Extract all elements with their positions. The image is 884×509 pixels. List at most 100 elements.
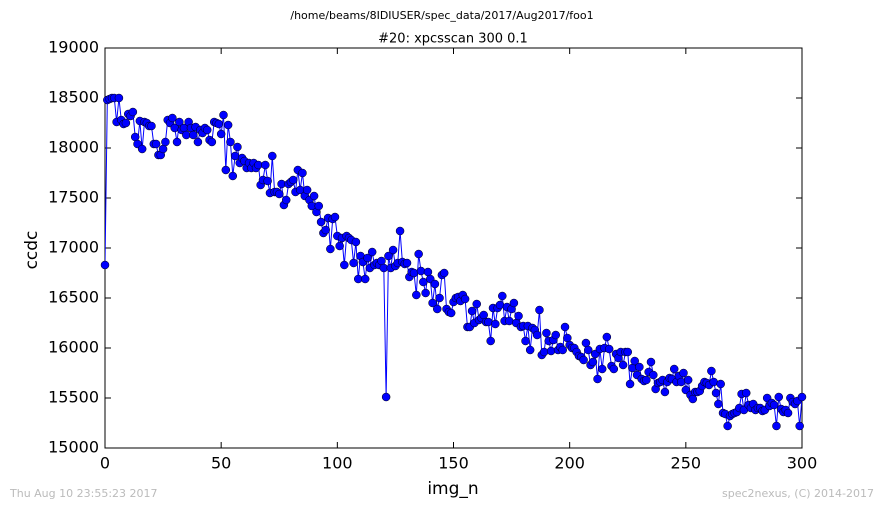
data-point: [172, 137, 182, 147]
data-point: [439, 268, 449, 278]
data-point: [588, 357, 598, 367]
data-point: [430, 279, 440, 289]
data-point: [351, 237, 361, 247]
y-tick-label: 18500: [48, 88, 99, 107]
data-point: [288, 175, 298, 185]
data-point: [460, 294, 470, 304]
data-point: [402, 258, 412, 268]
data-point: [683, 375, 693, 385]
x-tick-label: 300: [787, 454, 818, 473]
data-point: [774, 392, 784, 402]
y-tick-label: 19000: [48, 38, 99, 57]
data-point: [268, 151, 277, 161]
data-point: [498, 291, 507, 301]
data-point: [309, 191, 319, 201]
data-point: [412, 290, 421, 300]
x-tick-label: 50: [211, 454, 231, 473]
data-point: [597, 364, 607, 374]
data-point: [340, 260, 349, 270]
data-point: [716, 379, 725, 389]
data-point: [679, 368, 688, 378]
data-point: [558, 345, 567, 355]
data-point: [539, 347, 549, 357]
data-point: [316, 217, 326, 227]
data-point: [330, 212, 340, 222]
data-point: [128, 107, 138, 117]
data-point: [797, 392, 807, 402]
data-point: [151, 139, 161, 149]
data-point: [525, 345, 535, 355]
data-point: [602, 332, 612, 342]
data-point: [630, 356, 639, 366]
chart-title: #20: xpcsscan 300 0.1: [378, 32, 528, 47]
data-point: [551, 330, 560, 340]
data-point: [193, 137, 203, 147]
data-point: [275, 189, 284, 199]
x-tick-label: 100: [322, 454, 353, 473]
data-point: [584, 345, 593, 355]
data-point: [669, 364, 679, 374]
footer-left: Thu Aug 10 23:55:23 2017: [9, 487, 158, 500]
data-point: [298, 168, 307, 178]
data-point: [723, 421, 732, 431]
data-point: [707, 366, 716, 376]
data-point: [421, 288, 430, 298]
data-point: [202, 125, 212, 135]
data-point: [623, 347, 632, 357]
data-point: [189, 130, 198, 140]
data-point: [604, 344, 614, 354]
data-point: [741, 388, 751, 398]
data-point: [395, 226, 405, 236]
data-point: [363, 253, 372, 263]
data-point: [388, 245, 398, 255]
data-point: [414, 249, 423, 259]
data-point: [416, 266, 426, 276]
data-point: [221, 165, 231, 175]
data-point: [609, 364, 619, 374]
data-point: [521, 336, 530, 346]
data-point: [532, 330, 542, 340]
data-point: [446, 308, 456, 318]
data-point: [233, 142, 242, 152]
x-axis-label: img_n: [427, 479, 478, 499]
data-point: [216, 129, 226, 139]
data-point: [542, 328, 551, 338]
data-point: [579, 355, 588, 365]
data-point: [535, 305, 544, 315]
x-tick-label: 150: [438, 454, 469, 473]
data-point: [486, 336, 495, 346]
data-point: [281, 195, 291, 205]
data-point: [593, 374, 602, 384]
data-point: [349, 258, 358, 268]
data-point: [635, 362, 644, 372]
data-point: [263, 176, 272, 186]
data-point: [226, 137, 235, 147]
data-point: [783, 408, 793, 418]
data-point: [381, 392, 391, 402]
data-point: [428, 298, 437, 308]
x-tick-label: 0: [100, 454, 110, 473]
y-tick-label: 16500: [48, 288, 99, 307]
data-point: [100, 260, 110, 270]
y-tick-label: 18000: [48, 138, 99, 157]
page-header: /home/beams/8IDIUSER/spec_data/2017/Aug2…: [290, 9, 593, 22]
data-point: [560, 322, 570, 332]
data-point: [546, 346, 556, 356]
data-point: [795, 421, 804, 431]
data-point: [509, 298, 519, 308]
data-point: [314, 201, 323, 211]
data-point: [302, 185, 312, 195]
x-tick-label: 250: [671, 454, 702, 473]
data-point: [175, 117, 184, 127]
data-point: [121, 118, 131, 128]
data-point: [769, 400, 779, 410]
y-axis-label: ccdc: [22, 231, 42, 270]
data-point: [223, 120, 233, 130]
data-point: [367, 247, 377, 257]
data-point: [714, 399, 723, 409]
data-point: [660, 387, 670, 397]
data-point: [214, 119, 224, 129]
data-point: [360, 274, 370, 284]
